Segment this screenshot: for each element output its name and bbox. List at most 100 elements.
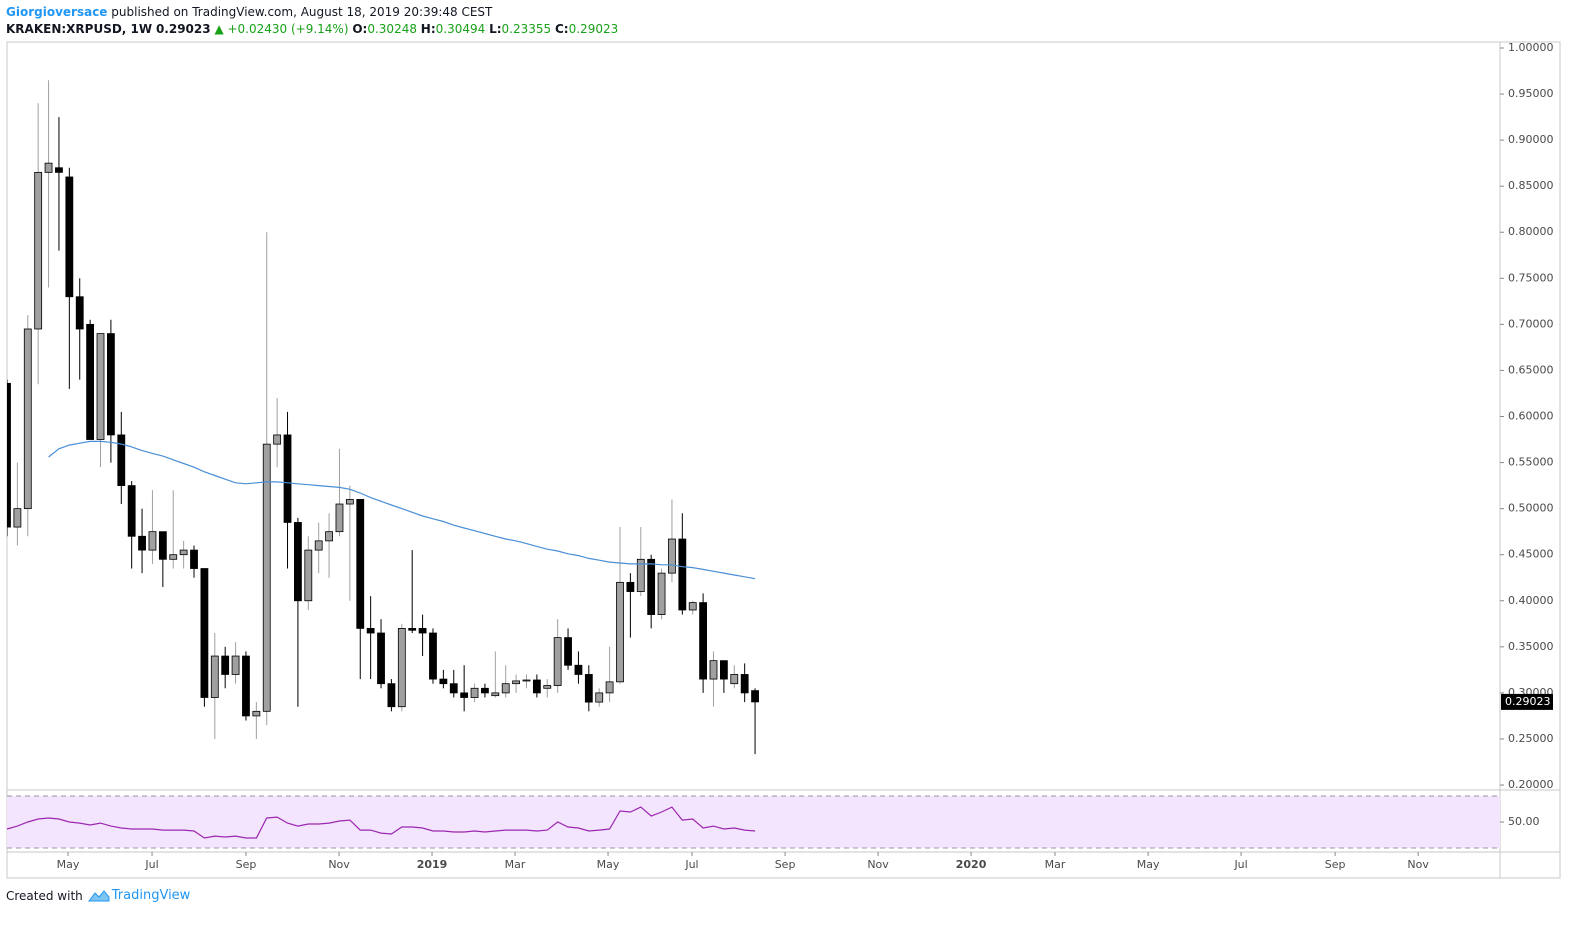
candle-up <box>470 687 479 698</box>
candle-down <box>584 674 593 703</box>
candle-up <box>512 680 520 685</box>
candle-down <box>429 632 437 680</box>
y-tick-label: 0.65000 <box>1508 363 1554 376</box>
y-tick-label: 0.55000 <box>1508 456 1554 469</box>
x-tick-label: Mar <box>1045 858 1066 871</box>
symbol: KRAKEN:XRPUSD, 1W <box>6 22 153 36</box>
candle-down <box>387 683 396 708</box>
candle-down <box>242 655 250 717</box>
candle-up <box>44 162 53 173</box>
candle-down <box>574 664 583 675</box>
logo <box>87 889 110 901</box>
candle-down <box>7 382 11 528</box>
y-tick-label: 0.90000 <box>1508 133 1554 146</box>
published: published on TradingView.com, August 18,… <box>111 5 493 19</box>
candle-down <box>678 538 687 611</box>
x-tick-label: Jul <box>1233 858 1247 871</box>
candle-up <box>553 637 562 686</box>
candle-up <box>262 443 271 712</box>
rsi-band <box>7 795 1500 849</box>
axes: 0.200000.250000.300000.350000.400000.450… <box>6 41 1554 871</box>
y-tick-label: 0.50000 <box>1508 502 1554 515</box>
x-tick-label: Sep <box>236 858 257 871</box>
candle-down <box>751 690 759 703</box>
candle-up <box>231 655 240 675</box>
x-tick-label: Nov <box>867 858 889 871</box>
candle-down <box>377 632 385 685</box>
candle-down <box>699 602 708 680</box>
candle-up <box>688 602 697 611</box>
y-tick-label: 0.35000 <box>1508 640 1554 653</box>
y-tick-label: 0.80000 <box>1508 225 1554 238</box>
author[interactable]: Giorgioversace <box>6 5 108 19</box>
candle-up <box>595 692 604 703</box>
y-tick-label: 0.25000 <box>1508 732 1554 745</box>
candle-down <box>127 485 136 537</box>
rsi-tick-label: 50.00 <box>1508 815 1540 828</box>
candle-up <box>325 531 333 542</box>
candle-up <box>491 692 500 697</box>
candle-up <box>96 333 105 440</box>
candle-up <box>335 503 344 533</box>
brand[interactable]: TradingView <box>111 888 191 903</box>
last-price: 0.29023 <box>155 22 211 36</box>
x-tick-label: Jul <box>144 858 158 871</box>
x-tick-label: Nov <box>328 858 350 871</box>
c-value: 0.29023 <box>568 22 619 36</box>
candle-up <box>273 434 282 445</box>
x-tick-label: 2019 <box>417 858 448 871</box>
last-price-box <box>1501 693 1553 710</box>
candle-up <box>616 581 624 683</box>
candle-up <box>543 685 552 689</box>
x-tick-label: 2020 <box>956 858 987 871</box>
candle-up <box>397 628 406 708</box>
candle-down <box>366 628 375 634</box>
h-value: 0.30494 <box>435 22 486 36</box>
candle-up <box>730 674 739 685</box>
y-tick-label: 0.70000 <box>1508 317 1554 330</box>
candle-up <box>252 710 261 717</box>
y-tick-label: 0.40000 <box>1508 594 1554 607</box>
candle-up <box>304 549 313 602</box>
candle-down <box>86 323 95 440</box>
y-tick-label: 0.20000 <box>1508 778 1554 791</box>
candle-down <box>719 660 728 680</box>
y-tick-label: 0.85000 <box>1508 179 1554 192</box>
candle-up <box>179 549 188 556</box>
candle-down <box>532 679 541 694</box>
candle-down <box>418 628 427 634</box>
rsi-line <box>6 806 756 839</box>
candle-up <box>345 499 354 505</box>
last-price-label: 0.29023 <box>1505 695 1551 708</box>
y-tick-label: 1.00000 <box>1508 41 1554 54</box>
y-tick-label: 0.45000 <box>1508 548 1554 561</box>
candle-up <box>522 679 531 682</box>
frame <box>6 41 1561 879</box>
x-tick-label: Jul <box>684 858 698 871</box>
candle-down <box>283 434 292 523</box>
candle-down <box>740 674 749 694</box>
candle-up <box>605 681 614 694</box>
x-tick-label: May <box>57 858 80 871</box>
o-value: 0.30248 <box>367 22 417 36</box>
candle-down <box>439 678 448 685</box>
candle-up <box>709 660 718 680</box>
candle-up <box>23 328 32 510</box>
x-tick-label: May <box>597 858 620 871</box>
candle-down <box>647 558 656 615</box>
candle-down <box>564 637 572 666</box>
candle-up <box>34 171 43 330</box>
candle-down <box>460 692 469 698</box>
l-value: 0.23355 <box>501 22 552 36</box>
header: Giorgioversace published on TradingView.… <box>6 4 618 38</box>
price-pane <box>7 80 759 755</box>
candle-up <box>210 655 219 698</box>
x-tick-label: Sep <box>1325 858 1346 871</box>
candle-down <box>356 499 365 629</box>
candle-down <box>117 434 126 487</box>
candle-down <box>158 531 167 560</box>
c-label: C: <box>555 22 569 36</box>
y-tick-label: 0.75000 <box>1508 271 1554 284</box>
